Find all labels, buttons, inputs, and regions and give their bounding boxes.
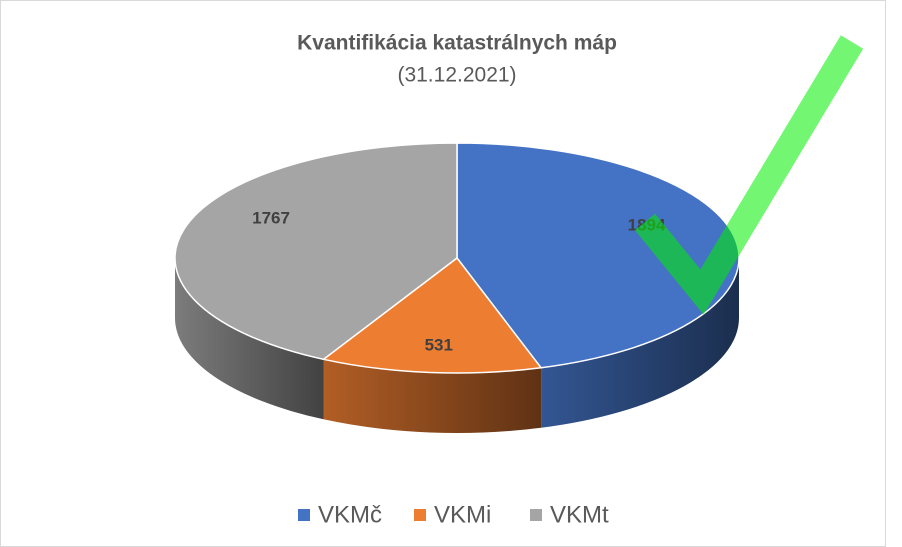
checkmark-annotation (634, 35, 864, 315)
legend-label: VKMi (434, 501, 491, 528)
legend-label: VKMt (550, 501, 609, 528)
legend-label: VKMč (318, 501, 382, 528)
slice (174, 142, 458, 361)
slice-side (541, 258, 739, 428)
slice-side (323, 359, 542, 433)
chart-title: Kvantifikácia katastrálnych máp (297, 32, 617, 55)
slice (321, 256, 543, 374)
slice-side (174, 258, 324, 420)
data-label: 1767 (252, 208, 290, 227)
legend-swatch (298, 509, 310, 521)
chart-subtitle: (31.12.2021) (397, 64, 516, 87)
data-label: 531 (425, 335, 453, 354)
legend-swatch (530, 509, 542, 521)
legend: VKMč VKMi VKMt (298, 501, 609, 528)
legend-swatch (414, 509, 426, 521)
